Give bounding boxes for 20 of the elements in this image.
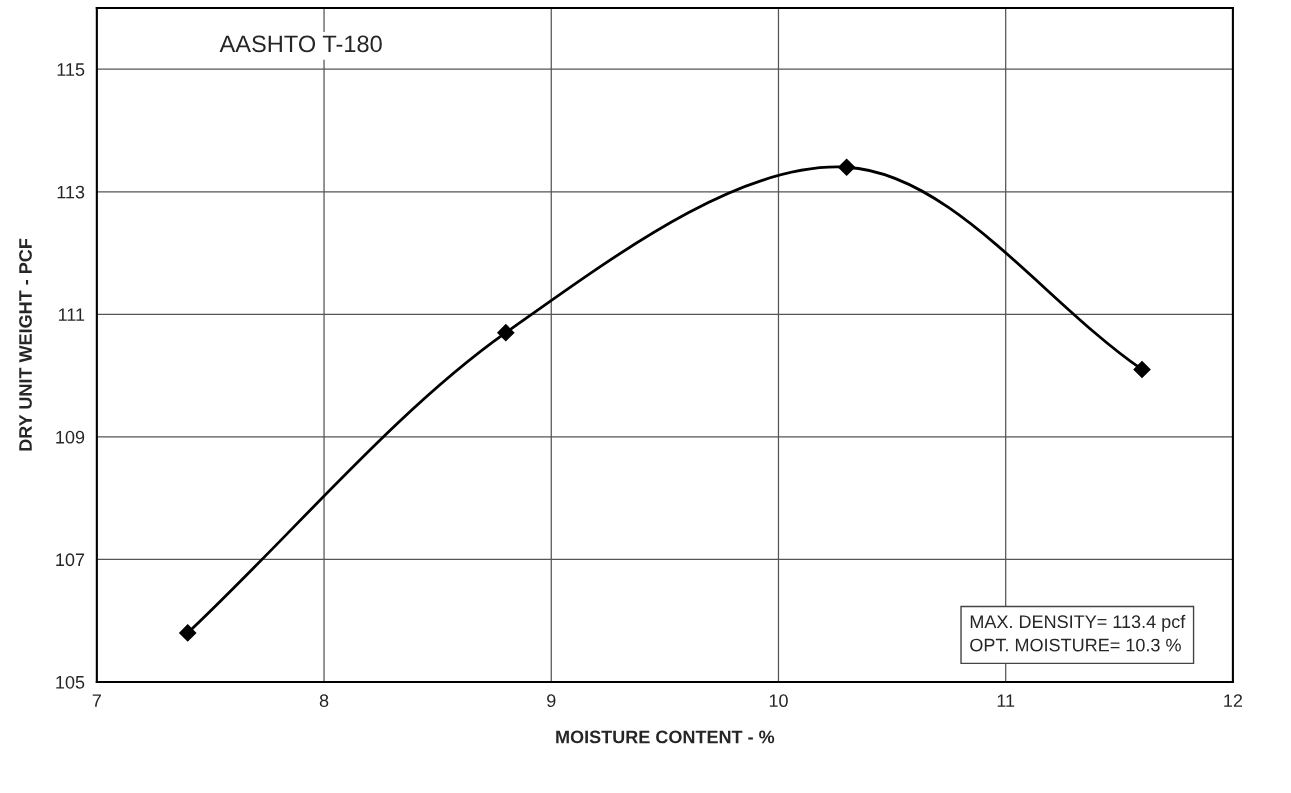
point bbox=[179, 624, 197, 642]
x-tick-label: 12 bbox=[1224, 694, 1243, 707]
y-tick-label: 111 bbox=[58, 308, 85, 321]
y-tick-label: 115 bbox=[57, 63, 85, 76]
x-tick-label: 7 bbox=[92, 694, 101, 707]
annotation: MAX. DENSITY= 113.4 pcf OPT. MOISTURE= 10.3 % bbox=[970, 614, 1186, 652]
y-tick-label: 113 bbox=[57, 185, 85, 199]
x-tick-label: 9 bbox=[547, 694, 556, 708]
y-tick-label: 105 bbox=[56, 675, 85, 689]
x-tick-label: 11 bbox=[997, 694, 1015, 707]
y-tick-label: 107 bbox=[56, 553, 85, 567]
text: AASHTO T-180 bbox=[219, 35, 382, 53]
x-axis-title: MOISTURE CONTENT - % bbox=[556, 730, 775, 744]
point bbox=[497, 324, 515, 342]
point bbox=[1133, 360, 1151, 379]
x-tick-label: 8 bbox=[319, 694, 329, 708]
y-tick-label: 109 bbox=[56, 430, 85, 444]
y-axis-title: DRY UNIT WEIGHT - PCF bbox=[19, 238, 32, 451]
point bbox=[838, 158, 856, 176]
x-tick-label: 10 bbox=[769, 694, 788, 708]
